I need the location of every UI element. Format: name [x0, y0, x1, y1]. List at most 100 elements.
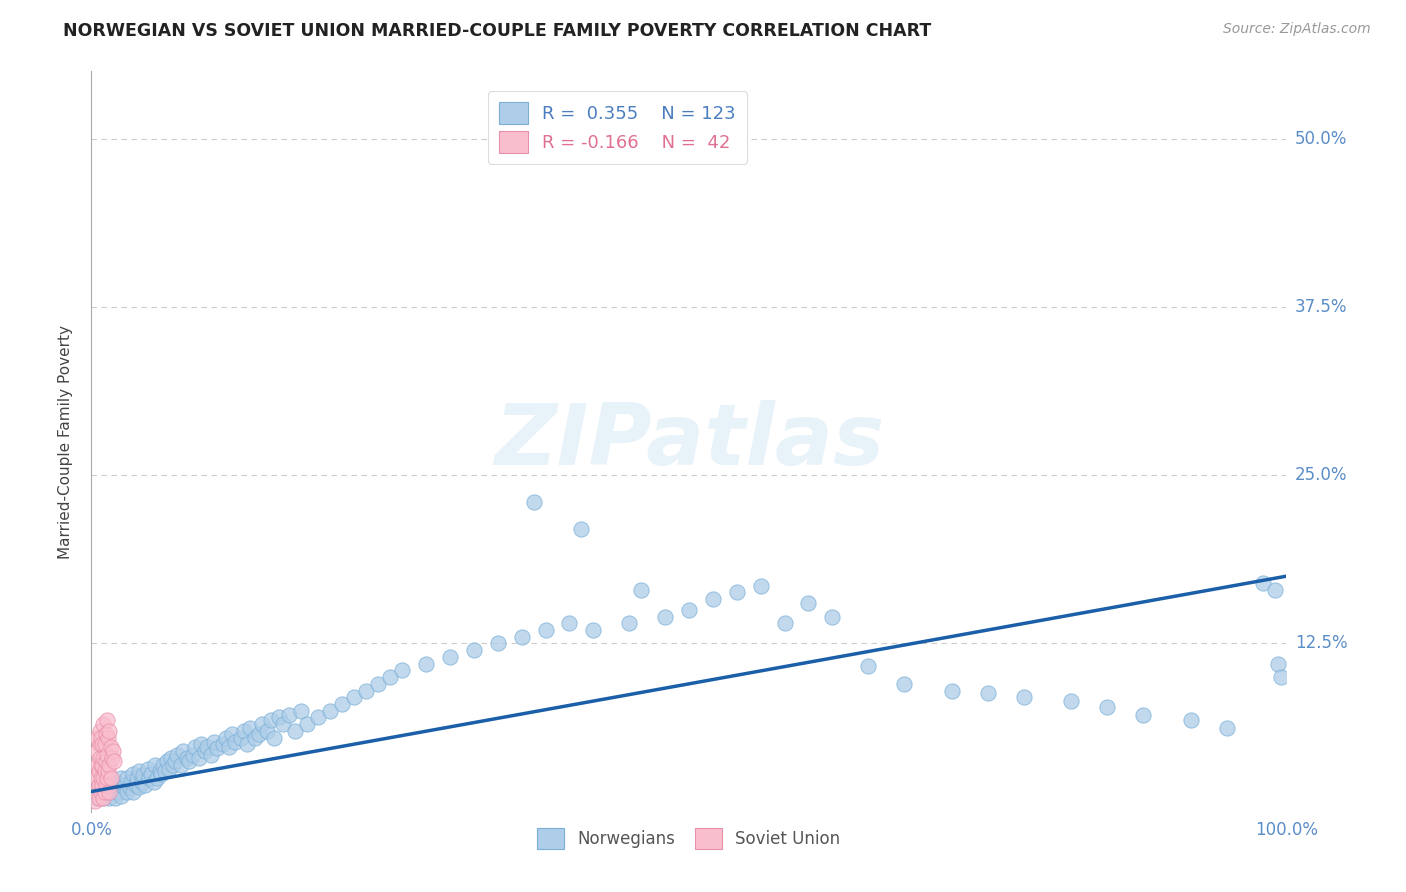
Point — [893, 677, 915, 691]
Point — [256, 723, 278, 738]
Point — [89, 723, 111, 738]
Point — [1264, 582, 1286, 597]
Point — [146, 771, 169, 785]
Point — [90, 757, 112, 772]
Point — [319, 704, 342, 718]
Point — [181, 748, 204, 763]
Point — [136, 762, 159, 776]
Point — [90, 784, 112, 798]
Point — [93, 717, 114, 731]
Point — [91, 738, 114, 752]
Point — [252, 717, 274, 731]
Point — [93, 791, 114, 805]
Point — [110, 771, 132, 785]
Point — [654, 609, 676, 624]
Text: 50.0%: 50.0% — [1295, 129, 1347, 148]
Point — [391, 664, 413, 678]
Point — [558, 616, 581, 631]
Point — [108, 778, 131, 792]
Point — [143, 757, 166, 772]
Point — [619, 616, 641, 631]
Point — [702, 592, 724, 607]
Point — [856, 659, 880, 673]
Point — [115, 784, 138, 798]
Point — [134, 778, 156, 792]
Point — [132, 768, 155, 782]
Point — [98, 723, 121, 738]
Point — [1267, 657, 1289, 671]
Point — [162, 757, 184, 772]
Point — [141, 767, 162, 781]
Point — [439, 649, 461, 664]
Point — [100, 751, 122, 765]
Point — [354, 683, 377, 698]
Point — [98, 778, 121, 792]
Point — [332, 697, 354, 711]
Point — [179, 754, 201, 768]
Point — [131, 775, 153, 789]
Point — [115, 771, 138, 785]
Point — [343, 690, 366, 705]
Point — [510, 630, 533, 644]
Point — [142, 775, 165, 789]
Point — [87, 764, 110, 779]
Point — [204, 735, 226, 749]
Point — [96, 713, 118, 727]
Point — [97, 764, 120, 779]
Point — [415, 657, 437, 671]
Point — [89, 751, 111, 765]
Point — [93, 738, 115, 752]
Point — [211, 738, 233, 752]
Point — [91, 778, 114, 792]
Point — [243, 731, 266, 745]
Text: 25.0%: 25.0% — [1295, 467, 1347, 484]
Point — [103, 754, 125, 768]
Point — [194, 744, 217, 758]
Point — [773, 616, 796, 631]
Point — [176, 751, 198, 765]
Point — [90, 771, 112, 785]
Point — [821, 609, 844, 624]
Point — [976, 686, 998, 700]
Point — [138, 771, 160, 785]
Point — [1180, 713, 1202, 727]
Point — [259, 713, 281, 727]
Point — [1060, 694, 1083, 708]
Point — [307, 710, 329, 724]
Point — [523, 495, 546, 509]
Point — [1215, 721, 1237, 735]
Point — [93, 778, 114, 792]
Point — [797, 596, 820, 610]
Point — [271, 717, 294, 731]
Point — [101, 744, 124, 758]
Point — [98, 784, 121, 798]
Point — [1270, 670, 1292, 684]
Point — [1012, 690, 1035, 705]
Point — [112, 780, 135, 795]
Point — [187, 751, 211, 765]
Point — [195, 740, 218, 755]
Point — [94, 784, 117, 798]
Point — [100, 740, 122, 755]
Point — [463, 643, 485, 657]
Point — [96, 780, 118, 795]
Point — [86, 744, 108, 758]
Point — [284, 723, 307, 738]
Point — [128, 764, 150, 779]
Point — [218, 740, 240, 755]
Point — [86, 731, 108, 745]
Point — [122, 767, 145, 781]
Point — [107, 784, 129, 798]
Point — [98, 791, 121, 805]
Point — [94, 754, 117, 768]
Point — [233, 723, 256, 738]
Point — [215, 731, 238, 745]
Point — [84, 794, 107, 808]
Point — [725, 585, 748, 599]
Point — [571, 522, 593, 536]
Point — [90, 784, 112, 798]
Point — [239, 721, 262, 735]
Point — [104, 791, 127, 805]
Point — [205, 741, 228, 756]
Text: Source: ZipAtlas.com: Source: ZipAtlas.com — [1223, 22, 1371, 37]
